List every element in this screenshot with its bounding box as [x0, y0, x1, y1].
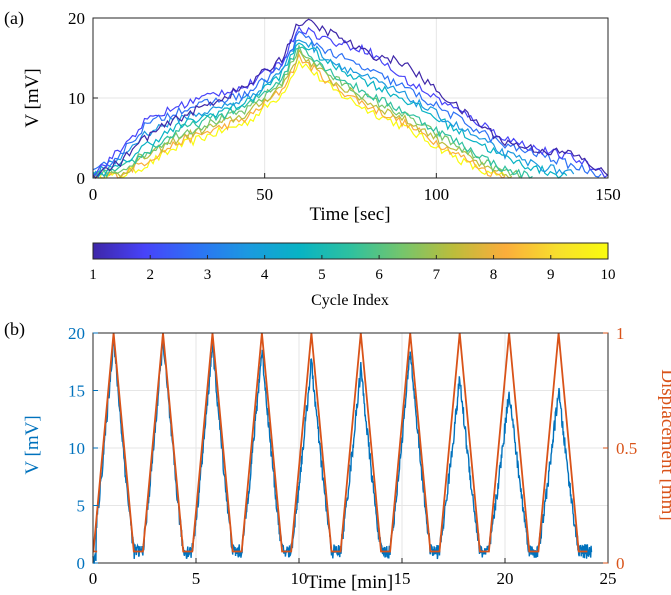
chart-a-y-ticks: 0 10 20 [68, 9, 98, 188]
chart-b-y2-ticks: 00.51 [603, 324, 637, 573]
chart-b-y2-label: Displacement [mm] [657, 369, 671, 520]
chart-a-x-tick-label: 100 [424, 185, 450, 204]
chart-a-y-tick-label: 20 [68, 9, 85, 28]
chart-b-x-tick-label: 10 [291, 569, 308, 588]
chart-a-y-tick-label: 0 [77, 169, 86, 188]
chart-b-y-label: V [mV] [22, 415, 43, 474]
chart-b-x-tick-label: 20 [497, 569, 514, 588]
chart-a-x-tick-label: 150 [595, 185, 621, 204]
colorbar-tick-label: 1 [89, 267, 97, 283]
chart-b-x-tick-label: 5 [192, 569, 201, 588]
chart-b-y2-tick-label: 0.5 [616, 439, 637, 458]
colorbar-tick-label: 4 [261, 267, 269, 283]
colorbar-tick-label: 8 [490, 267, 498, 283]
colorbar-tick-label: 6 [375, 267, 383, 283]
chart-b-x-tick-label: 25 [600, 569, 617, 588]
chart-a: 0 50 100 150 0 10 20 Time [sec] V [mV] [22, 9, 621, 225]
colorbar-label: Cycle Index [311, 292, 389, 309]
chart-b-y-tick-label: 0 [77, 554, 86, 573]
colorbar-gradient [92, 242, 609, 260]
chart-b-series [92, 332, 593, 564]
chart-a-series-cycle-1 [92, 18, 609, 179]
chart-a-y-label: V [mV] [22, 68, 43, 127]
chart-b-y2-tick-label: 1 [616, 324, 625, 343]
chart-a-series-cycle-3 [92, 30, 602, 178]
colorbar-tick-label: 9 [547, 267, 555, 283]
colorbar-tick-label: 3 [204, 267, 212, 283]
panel-a-label: (a) [4, 8, 24, 29]
colorbar-tick-label: 5 [318, 267, 326, 283]
chart-b-x-ticks: 0 5 10 15 20 25 [89, 558, 617, 588]
colorbar-tick-label: 7 [433, 267, 441, 283]
panel-b-label: (b) [4, 319, 25, 340]
chart-a-x-label: Time [sec] [309, 204, 390, 225]
chart-b-x-label: Time [min] [307, 572, 393, 593]
chart-a-series [92, 18, 609, 180]
chart-b-x-tick-label: 0 [89, 569, 98, 588]
chart-b-y-ticks: 0 5 10 15 20 [68, 324, 98, 573]
chart-a-series-cycle-6 [92, 46, 533, 180]
colorbar-ticks: 1 2 3 4 5 6 7 8 9 10 [89, 255, 616, 283]
chart-b-y-tick-label: 20 [68, 324, 85, 343]
chart-a-x-ticks: 0 50 100 150 [89, 173, 621, 204]
chart-b-series-displacement [92, 332, 588, 553]
colorbar-tick-label: 2 [146, 267, 154, 283]
chart-a-series-cycle-8 [92, 48, 513, 179]
chart-a-x-tick-label: 0 [89, 185, 98, 204]
chart-b-y-tick-label: 10 [68, 439, 85, 458]
chart-a-y-tick-label: 10 [68, 89, 85, 108]
chart-b-y-tick-label: 5 [77, 497, 86, 516]
chart-a-series-cycle-2 [92, 25, 609, 179]
chart-b-y-tick-label: 15 [68, 382, 85, 401]
chart-a-series-cycle-7 [92, 44, 523, 178]
chart-b-y2-tick-label: 0 [616, 554, 625, 573]
colorbar: 1 2 3 4 5 6 7 8 9 10 Cycle Index [89, 242, 616, 309]
chart-a-x-tick-label: 50 [256, 185, 273, 204]
chart-a-series-cycle-9 [92, 52, 506, 180]
colorbar-tick-label: 10 [601, 267, 616, 283]
chart-b-x-tick-label: 15 [394, 569, 411, 588]
